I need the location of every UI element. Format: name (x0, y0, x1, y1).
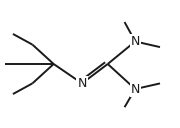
Text: N: N (130, 35, 140, 48)
Text: N: N (130, 83, 140, 95)
Text: N: N (77, 77, 87, 90)
